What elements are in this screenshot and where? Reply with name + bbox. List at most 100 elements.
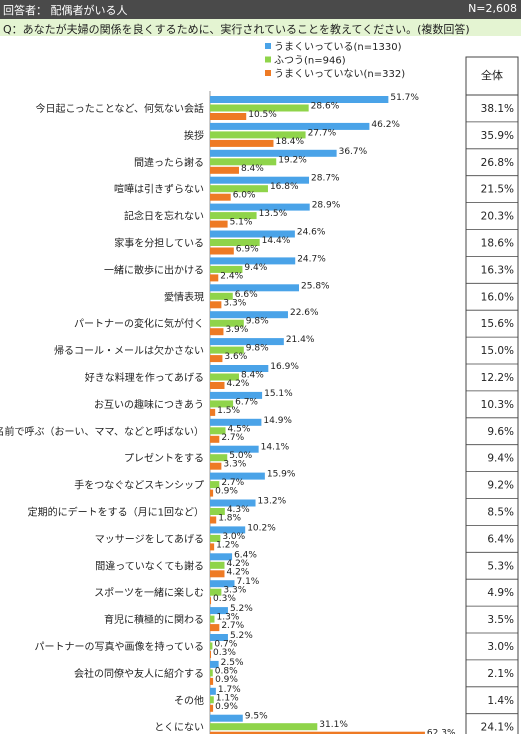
bar (210, 489, 214, 497)
data-label: 24.6% (297, 228, 326, 238)
data-label: 18.4% (275, 137, 304, 147)
data-label: 16.9% (270, 362, 299, 372)
bar (210, 292, 233, 300)
data-label: 1.8% (218, 514, 241, 524)
total-value: 8.5% (487, 507, 514, 519)
data-label: 9.8% (246, 317, 269, 327)
bar (210, 193, 231, 201)
total-value: 1.4% (487, 695, 514, 707)
bar (210, 651, 212, 658)
total-value: 15.0% (481, 345, 514, 357)
category-label: 一緒に散歩に出かける (104, 263, 204, 276)
category-label: スポーツを一緒に楽しむ (94, 586, 204, 599)
data-label: 5.0% (229, 451, 252, 461)
total-value: 10.3% (481, 399, 514, 411)
data-label: 13.5% (259, 209, 288, 219)
data-label: 27.7% (308, 128, 337, 138)
bar (210, 400, 234, 408)
total-value: 6.4% (487, 533, 514, 545)
bar (210, 212, 257, 220)
bar (210, 462, 222, 470)
data-label: 0.9% (215, 487, 238, 497)
total-value: 4.9% (487, 587, 514, 599)
bar (210, 534, 221, 542)
total-value: 9.6% (487, 426, 514, 438)
bar (210, 634, 228, 641)
total-value: 15.6% (481, 318, 514, 330)
bar (210, 516, 217, 524)
bar (210, 731, 425, 734)
bar (210, 104, 309, 112)
bar (210, 580, 235, 588)
data-label: 21.4% (286, 335, 315, 345)
legend-label: うまくいっている(n=1330) (274, 41, 402, 53)
data-label: 46.2% (371, 120, 400, 130)
total-value: 16.3% (481, 264, 514, 276)
category-label: パートナーの写真や画像を持っている (35, 640, 205, 653)
data-label: 4.5% (228, 424, 251, 434)
data-label: 0.3% (213, 648, 236, 658)
data-label: 10.2% (247, 523, 276, 533)
data-label: 14.1% (261, 443, 290, 453)
category-label: 今日起こったことなど、何気ない会話 (36, 102, 205, 115)
data-label: 4.2% (226, 559, 249, 569)
data-label: 2.4% (220, 271, 243, 281)
bar (210, 265, 243, 273)
bar (210, 328, 224, 336)
bar (210, 149, 337, 157)
data-label: 2.7% (221, 433, 244, 443)
total-value: 9.4% (487, 453, 514, 465)
data-label: 3.6% (224, 352, 247, 362)
data-label: 28.6% (311, 102, 340, 112)
data-label: 10.5% (248, 110, 277, 120)
sample-size-label: N=2,608 (468, 2, 517, 15)
bar (210, 176, 310, 184)
bar (210, 677, 214, 685)
data-label: 24.7% (297, 254, 326, 264)
bar (210, 365, 269, 372)
bar (210, 203, 310, 211)
data-label: 1.7% (218, 685, 241, 695)
bar (210, 445, 259, 453)
total-value: 20.3% (481, 211, 514, 223)
data-label: 7.1% (236, 577, 259, 587)
bar (210, 391, 263, 399)
data-label: 9.5% (245, 712, 268, 722)
data-label: 5.1% (230, 218, 253, 228)
data-label: 5.2% (230, 631, 253, 641)
data-label: 4.3% (227, 505, 250, 515)
data-label: 15.1% (264, 389, 293, 399)
bar (210, 597, 212, 605)
data-label: 4.2% (226, 379, 249, 389)
bar (210, 687, 216, 695)
data-label: 6.0% (233, 191, 256, 201)
category-label: 好きな料理を作ってあげる (85, 371, 204, 384)
data-label: 3.0% (222, 532, 245, 542)
total-value: 12.2% (481, 372, 514, 384)
category-label: 挨拶 (184, 129, 204, 142)
bar (210, 454, 228, 462)
data-label: 31.1% (319, 720, 348, 730)
bar (210, 247, 234, 255)
category-label: 会社の同僚や友人に紹介する (74, 667, 204, 680)
data-label: 8.4% (241, 164, 264, 174)
bar (210, 239, 260, 246)
data-label: 13.2% (258, 497, 287, 507)
data-label: 4.2% (226, 567, 249, 577)
bar (210, 543, 215, 551)
category-label: 定期的にデートをする（月に1回など） (28, 506, 204, 519)
data-label: 25.8% (301, 281, 330, 291)
bar (210, 230, 295, 238)
bar (210, 284, 300, 292)
total-value: 3.5% (487, 614, 514, 626)
data-label: 1.1% (216, 693, 239, 703)
category-label: 帰るコール・メールは欠かさない (54, 344, 204, 357)
bar (210, 642, 213, 650)
bar (210, 131, 306, 139)
bar (210, 553, 233, 561)
total-value: 16.0% (481, 291, 514, 303)
legend-swatch (265, 43, 271, 49)
bar (210, 274, 219, 282)
total-column-header: 全体 (481, 68, 503, 82)
total-value: 9.2% (487, 480, 514, 492)
